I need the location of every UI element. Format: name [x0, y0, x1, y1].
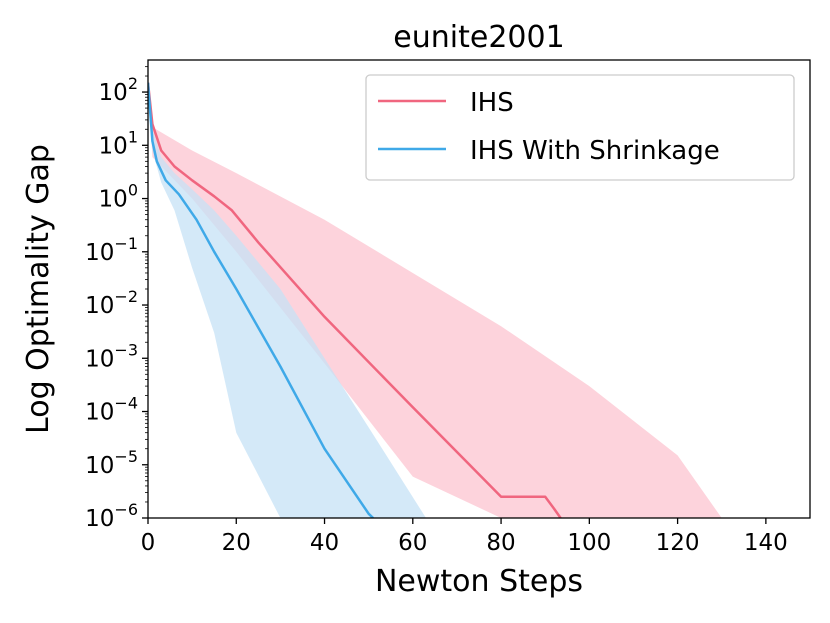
band-ihs-shrinkage	[148, 82, 426, 518]
legend-label-ihs-shrinkage: IHS With Shrinkage	[470, 136, 720, 166]
y-tick-label: 10−5	[85, 447, 138, 479]
series-lines	[148, 82, 562, 518]
y-tick-label: 10−4	[85, 394, 138, 426]
x-tick-label: 140	[744, 530, 788, 556]
y-tick-label: 10−3	[85, 340, 138, 372]
chart-title: eunite2001	[393, 20, 564, 55]
x-tick-label: 80	[486, 530, 515, 556]
x-tick-label: 0	[141, 530, 156, 556]
x-tick-label: 120	[656, 530, 700, 556]
series-line-ihs	[148, 82, 562, 518]
y-axis-label: Log Optimality Gap	[21, 144, 56, 434]
y-tick-label: 102	[99, 74, 138, 106]
legend-label-ihs: IHS	[470, 88, 514, 118]
y-tick-label: 10−6	[85, 500, 138, 532]
x-axis-ticks: 0 20 40 60 80 100 120 140	[141, 518, 788, 556]
x-tick-label: 20	[222, 530, 251, 556]
y-tick-label: 100	[99, 181, 138, 213]
x-tick-label: 40	[310, 530, 339, 556]
y-axis-ticks: 102 101 100 10−1 10−2 10−3 10−4 10−5 10−6	[85, 66, 148, 532]
band-ihs	[148, 82, 722, 518]
series-line-ihs-shrinkage	[148, 82, 374, 518]
x-axis-label: Newton Steps	[375, 564, 583, 599]
confidence-bands	[148, 82, 722, 518]
x-tick-label: 60	[398, 530, 427, 556]
y-tick-label: 10−1	[85, 234, 138, 266]
plot-area	[148, 82, 722, 518]
x-tick-label: 100	[567, 530, 611, 556]
legend-box	[365, 74, 795, 181]
legend: IHS IHS With Shrinkage	[365, 74, 795, 181]
y-tick-label: 101	[99, 127, 138, 159]
y-tick-label: 10−2	[85, 287, 138, 319]
